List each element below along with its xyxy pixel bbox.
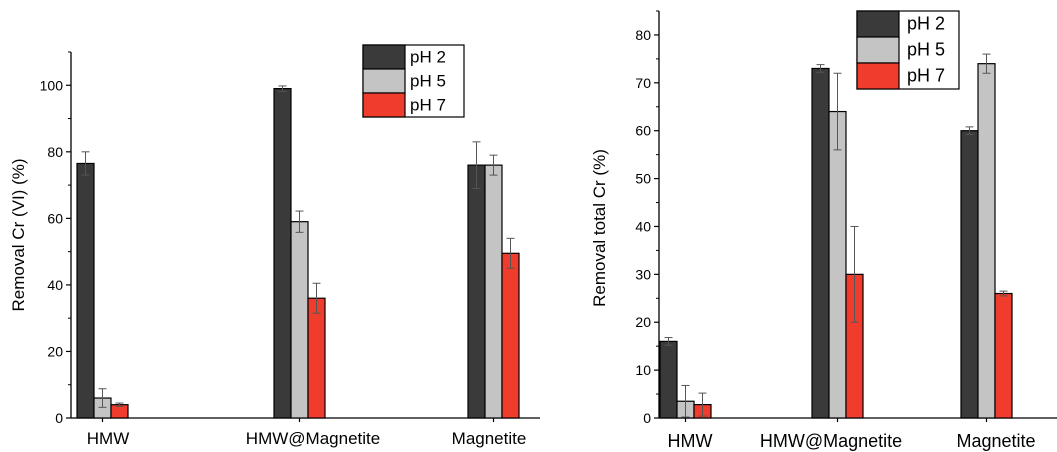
y-tick-label: 20 bbox=[47, 343, 63, 359]
x-tick-label: HMW bbox=[87, 429, 129, 448]
bar-ph2-2 bbox=[811, 67, 830, 419]
bar-ph7-3 bbox=[501, 252, 520, 419]
y-tick-label: 10 bbox=[635, 362, 651, 378]
bar-ph2-3 bbox=[960, 130, 979, 419]
chart-panel-2: 0 10 20 30 40 50 60 70 80 Removal total Cr (%) HMW… bbox=[590, 10, 1057, 451]
legend-label: pH 5 bbox=[907, 40, 945, 60]
error-bar bbox=[664, 337, 673, 346]
error-bar bbox=[312, 282, 321, 314]
bar-ph7-3 bbox=[994, 292, 1013, 419]
bar-ph2-3 bbox=[467, 164, 486, 419]
error-bar bbox=[698, 392, 707, 417]
legend: pH 2 pH 5 pH 7 bbox=[362, 44, 465, 118]
error-bar bbox=[98, 388, 107, 408]
legend-swatch bbox=[856, 62, 900, 90]
bar-ph5-2 bbox=[290, 221, 309, 419]
legend-label: pH 7 bbox=[410, 95, 446, 114]
y-axis-label: Removal total Cr (%) bbox=[590, 149, 609, 307]
y-tick-label: 70 bbox=[635, 75, 651, 91]
bar-ph2-1 bbox=[76, 162, 95, 419]
legend-swatch bbox=[362, 92, 406, 118]
bar-ph5-3 bbox=[977, 63, 996, 419]
x-tick-label: HMW@Magnetite bbox=[246, 429, 380, 448]
error-bar bbox=[115, 402, 124, 407]
y-tick-label: 20 bbox=[635, 314, 651, 330]
error-bar bbox=[965, 126, 974, 136]
x-tick-label: HMW bbox=[668, 431, 713, 451]
legend-label: pH 7 bbox=[907, 66, 945, 86]
error-bar bbox=[295, 210, 304, 233]
y-tick-label: 60 bbox=[47, 210, 63, 226]
error-bar bbox=[489, 154, 498, 176]
legend-swatch bbox=[362, 44, 406, 70]
error-bar bbox=[81, 151, 90, 176]
legend-swatch bbox=[362, 68, 406, 94]
legend-label: pH 2 bbox=[907, 14, 945, 34]
y-tick-label: 0 bbox=[55, 410, 63, 426]
x-tick-label: HMW@Magnetite bbox=[760, 431, 902, 451]
bar-ph5-3 bbox=[484, 164, 503, 419]
bar-ph2-1 bbox=[659, 340, 678, 419]
error-bar bbox=[681, 384, 690, 418]
chart-panel-1: 0 20 40 60 80 100 Removal Cr (VI) (%) HMW HMW@Ma… bbox=[9, 44, 540, 448]
y-tick-label: 60 bbox=[635, 123, 651, 139]
error-bar bbox=[506, 237, 515, 269]
y-tick-label: 100 bbox=[40, 77, 64, 93]
error-bar bbox=[278, 85, 287, 92]
error-bar bbox=[982, 53, 991, 74]
x-tick-label: Magnetite bbox=[956, 431, 1035, 451]
error-bar bbox=[850, 225, 859, 323]
legend-swatch bbox=[856, 10, 900, 38]
bar-ph2-2 bbox=[273, 87, 292, 419]
y-tick-label: 80 bbox=[47, 144, 63, 160]
y-axis-label: Removal Cr (VI) (%) bbox=[9, 158, 28, 311]
y-tick-label: 30 bbox=[635, 266, 651, 282]
y-tick-label: 40 bbox=[47, 277, 63, 293]
bar-ph5-2 bbox=[828, 110, 847, 419]
y-tick-label: 0 bbox=[643, 410, 651, 426]
legend-swatch bbox=[856, 36, 900, 64]
y-tick-label: 80 bbox=[635, 27, 651, 43]
legend: pH 2 pH 5 pH 7 bbox=[856, 10, 960, 90]
y-tick-label: 40 bbox=[635, 218, 651, 234]
x-tick-label: Magnetite bbox=[452, 429, 527, 448]
legend-label: pH 5 bbox=[410, 71, 446, 90]
error-bar bbox=[833, 72, 842, 151]
legend-label: pH 2 bbox=[410, 47, 446, 66]
bar-ph7-2 bbox=[307, 297, 326, 419]
error-bar bbox=[999, 290, 1008, 297]
y-tick-label: 50 bbox=[635, 171, 651, 187]
error-bar bbox=[472, 141, 481, 189]
error-bar bbox=[816, 64, 825, 73]
